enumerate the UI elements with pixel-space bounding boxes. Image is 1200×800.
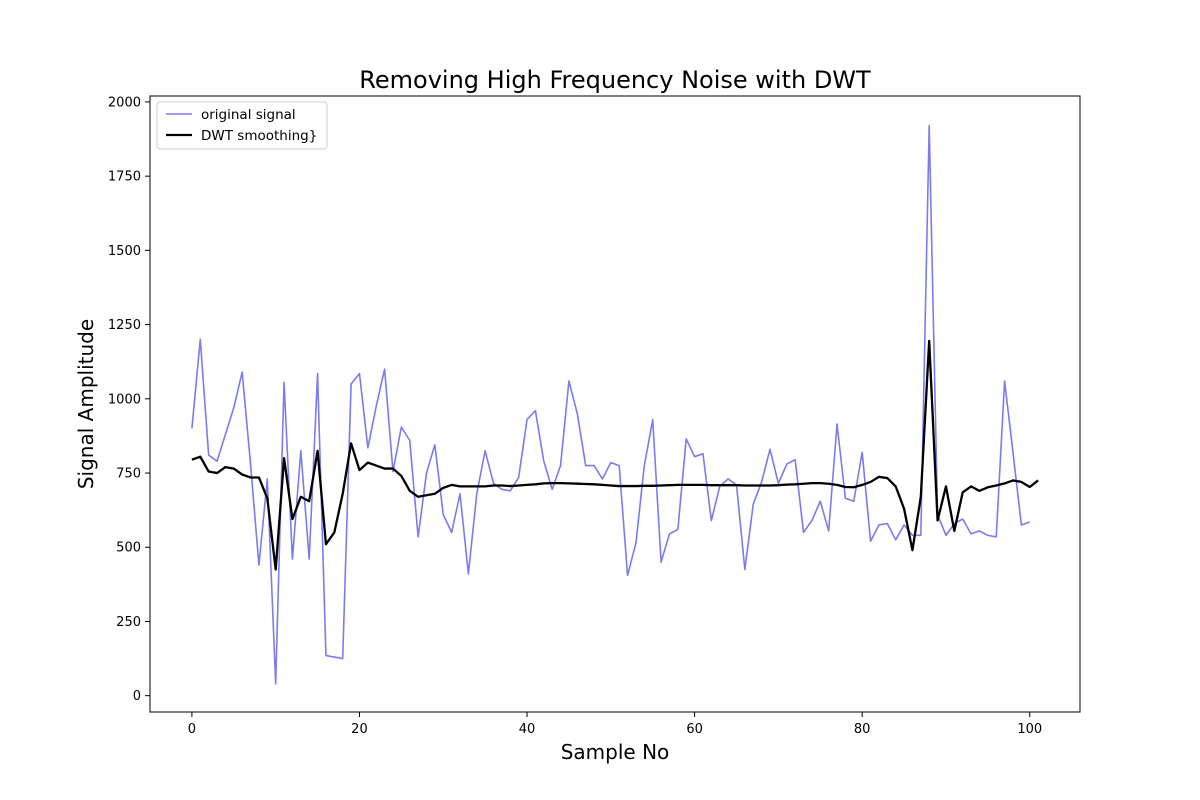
y-axis-label: Signal Amplitude (74, 319, 98, 489)
y-tick-label: 0 (133, 689, 141, 704)
legend: original signal DWT smoothing} (156, 101, 328, 150)
y-tick-label: 1000 (108, 392, 141, 407)
x-tick-label: 20 (351, 722, 368, 737)
legend-label-original-signal: original signal (201, 107, 296, 123)
series-line-original-signal (191, 124, 1030, 685)
x-tick-label: 0 (188, 722, 196, 737)
y-axis: 0 250 500 750 1000 1250 1500 1750 2000 (108, 95, 150, 704)
y-tick-label: 500 (116, 541, 141, 556)
series-line-dwt-smoothing (191, 339, 1039, 571)
legend-box (156, 101, 328, 150)
x-tick-label: 80 (854, 722, 871, 737)
x-tick-label: 100 (1017, 722, 1042, 737)
x-axis: 0 20 40 60 80 100 (188, 712, 1042, 737)
y-tick-label: 1750 (108, 170, 141, 185)
y-tick-label: 2000 (108, 95, 141, 110)
y-tick-label: 1500 (108, 244, 141, 259)
x-axis-label: Sample No (561, 740, 670, 764)
series-layer (191, 124, 1039, 685)
chart-title: Removing High Frequency Noise with DWT (359, 66, 871, 94)
legend-label-dwt-smoothing: DWT smoothing} (201, 128, 317, 144)
y-tick-label: 1250 (108, 318, 141, 333)
x-tick-label: 60 (686, 722, 703, 737)
x-tick-label: 40 (519, 722, 536, 737)
plot-frame (149, 95, 1081, 713)
y-tick-label: 250 (116, 615, 141, 630)
y-tick-label: 750 (116, 467, 141, 482)
